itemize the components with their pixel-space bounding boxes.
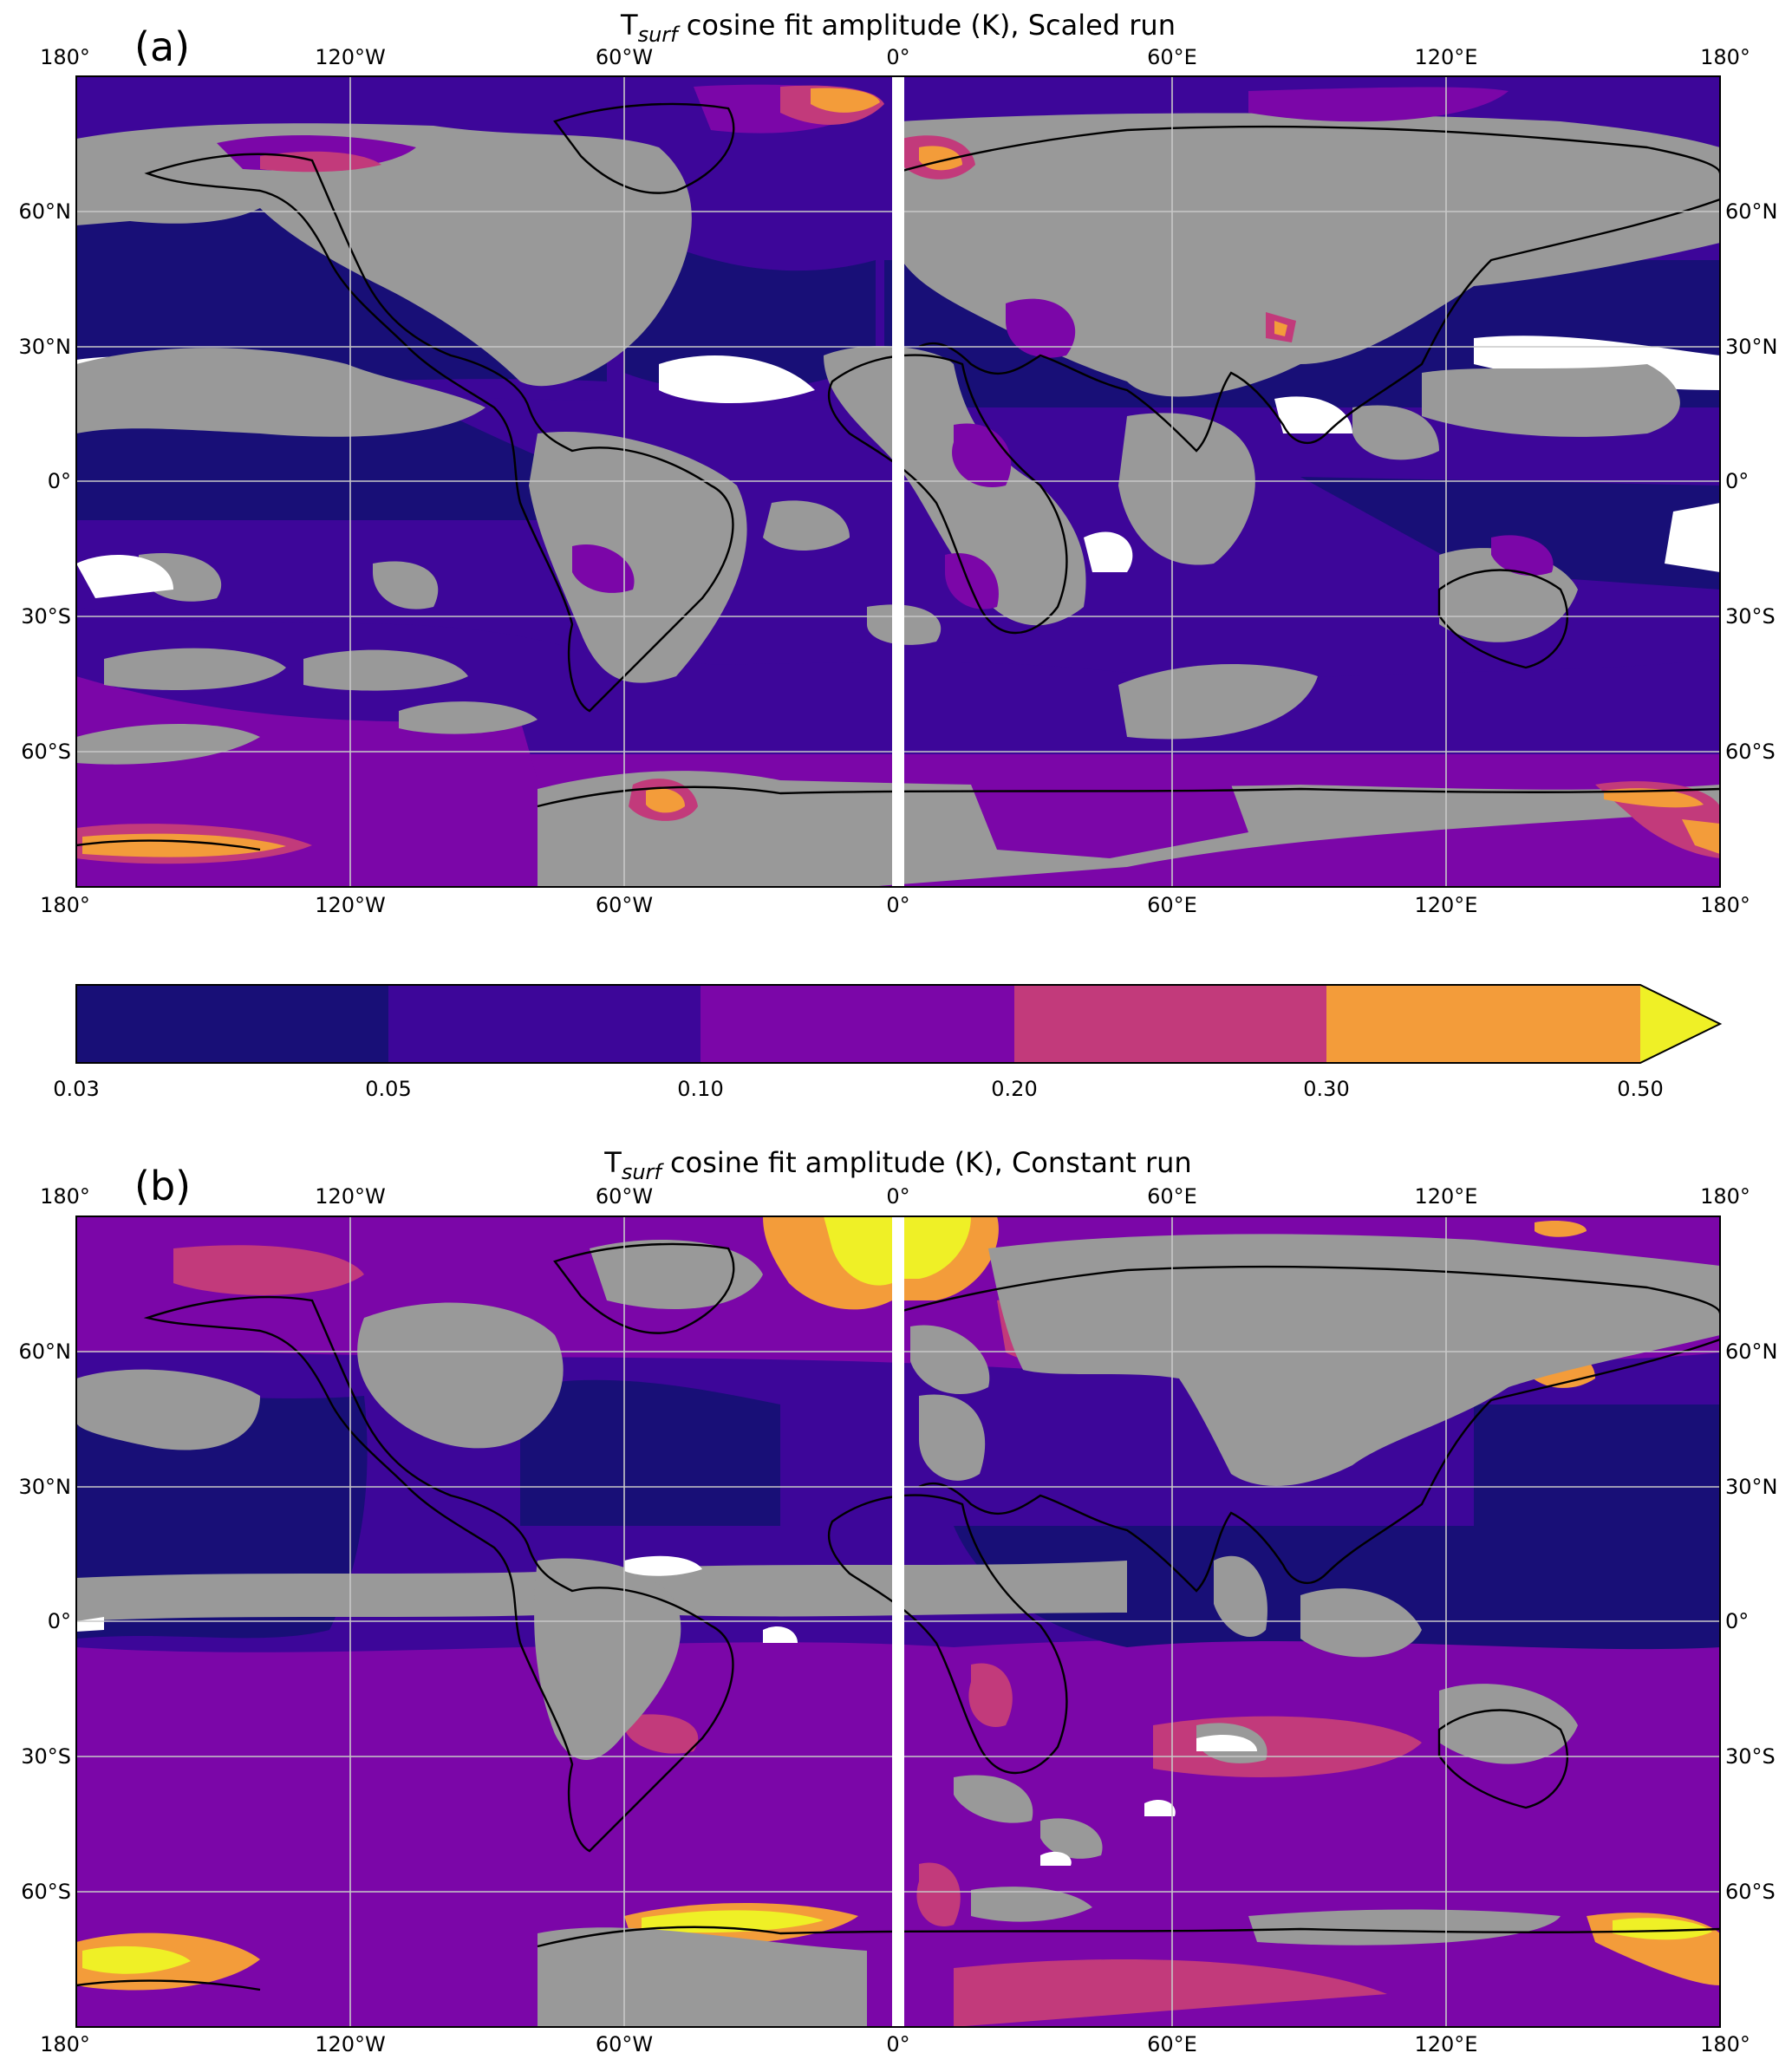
meridian-seam-a: [892, 76, 904, 887]
lon-labels-a-bottom: 180° 120°W 60°W 0° 60°E 120°E 180°: [40, 893, 1750, 917]
lon-label: 60°E: [1147, 2032, 1197, 2056]
lat-labels-a-right: 60°N 30°N 0° 30°S 60°S: [1725, 199, 1778, 764]
colorbar-tick-label: 0.03: [53, 1077, 99, 1101]
colorbar-tick-label: 0.30: [1303, 1077, 1349, 1101]
lat-label: 60°N: [19, 199, 72, 224]
colorbar-bin-4: [1326, 985, 1640, 1063]
lat-label: 60°N: [1725, 199, 1778, 224]
lon-label: 180°: [40, 45, 90, 69]
lon-labels-b-bottom: 180° 120°W 60°W 0° 60°E 120°E 180°: [40, 2032, 1750, 2056]
lat-label: 60°N: [19, 1339, 72, 1364]
lat-labels-b-left: 60°N 30°N 0° 30°S 60°S: [19, 1339, 72, 1904]
lon-label: 60°W: [596, 1184, 653, 1209]
lat-labels-b-right: 60°N 30°N 0° 30°S 60°S: [1725, 1339, 1778, 1904]
lon-label: 180°: [1700, 893, 1750, 917]
meridian-seam-b: [892, 1216, 904, 2027]
lon-label: 120°E: [1415, 2032, 1478, 2056]
lon-label: 0°: [886, 45, 909, 69]
lon-labels-b-top: 180° 120°W 60°W 0° 60°E 120°E 180°: [40, 1184, 1750, 1209]
lat-label: 0°: [1725, 469, 1749, 493]
lon-label: 60°E: [1147, 45, 1197, 69]
map-a-frame: [75, 75, 1721, 888]
lat-label: 30°N: [19, 335, 72, 359]
lat-label: 30°N: [1725, 335, 1778, 359]
coastlines-a: [76, 102, 1720, 851]
lon-label: 180°: [40, 2032, 90, 2056]
coastlines-b: [76, 1242, 1720, 1991]
lon-label: 60°E: [1147, 893, 1197, 917]
colorbar-tick-label: 0.10: [677, 1077, 723, 1101]
lat-label: 60°S: [1725, 740, 1776, 764]
lon-label: 60°W: [596, 893, 653, 917]
colorbar-bin-0: [76, 985, 388, 1063]
colorbar-extend-arrow: [1640, 985, 1720, 1063]
colorbar-bin-3: [1014, 985, 1326, 1063]
lat-label: 0°: [1725, 1609, 1749, 1633]
panel-b-title: Tsurf cosine fit amplitude (K), Constant…: [603, 1146, 1191, 1184]
lat-label: 60°S: [1725, 1880, 1776, 1904]
lon-label: 120°E: [1415, 893, 1478, 917]
lon-label: 180°: [1700, 1184, 1750, 1209]
map-b-frame: [75, 1215, 1721, 2028]
lat-label: 0°: [48, 469, 71, 493]
colorbar-tick-label: 0.50: [1617, 1077, 1663, 1101]
colorbar: 0.03 0.05 0.10 0.20 0.30 0.50: [53, 984, 1723, 1101]
lon-label: 0°: [886, 1184, 909, 1209]
lon-labels-a-top: 180° 120°W 60°W 0° 60°E 120°E 180°: [40, 45, 1750, 69]
colorbar-ticks: 0.03 0.05 0.10 0.20 0.30 0.50: [53, 1077, 1663, 1101]
lon-label: 0°: [886, 893, 909, 917]
lon-label: 120°E: [1415, 45, 1478, 69]
lat-label: 30°S: [21, 1744, 71, 1769]
lat-label: 0°: [48, 1609, 71, 1633]
lon-label: 180°: [1700, 2032, 1750, 2056]
colorbar-tick-label: 0.20: [991, 1077, 1037, 1101]
lon-label: 120°W: [315, 893, 386, 917]
lat-label: 60°S: [21, 1880, 71, 1904]
lon-label: 120°W: [315, 2032, 386, 2056]
lat-labels-a-left: 60°N 30°N 0° 30°S 60°S: [19, 199, 72, 764]
lat-label: 30°N: [1725, 1475, 1778, 1499]
lat-label: 60°S: [21, 740, 71, 764]
lon-label: 120°E: [1415, 1184, 1478, 1209]
lon-label: 60°E: [1147, 1184, 1197, 1209]
lat-label: 30°N: [19, 1475, 72, 1499]
colorbar-bin-2: [701, 985, 1014, 1063]
lon-label: 0°: [886, 2032, 909, 2056]
lon-label: 180°: [40, 1184, 90, 1209]
panel-a: (a) Tsurf cosine fit amplitude (K), Scal…: [19, 9, 1778, 917]
lon-label: 60°W: [596, 45, 653, 69]
lon-label: 180°: [40, 893, 90, 917]
lon-label: 120°W: [315, 1184, 386, 1209]
lat-label: 30°S: [21, 604, 71, 629]
colorbar-bin-1: [388, 985, 701, 1063]
panel-a-label: (a): [134, 23, 190, 70]
panel-b: (b) Tsurf cosine fit amplitude (K), Cons…: [19, 1146, 1778, 2056]
panel-a-title: Tsurf cosine fit amplitude (K), Scaled r…: [620, 9, 1176, 47]
colorbar-tick-label: 0.05: [365, 1077, 411, 1101]
lat-label: 30°S: [1725, 1744, 1776, 1769]
lon-label: 180°: [1700, 45, 1750, 69]
lon-label: 120°W: [315, 45, 386, 69]
lat-label: 30°S: [1725, 604, 1776, 629]
lon-label: 60°W: [596, 2032, 653, 2056]
panel-b-label: (b): [134, 1163, 191, 1209]
lat-label: 60°N: [1725, 1339, 1778, 1364]
